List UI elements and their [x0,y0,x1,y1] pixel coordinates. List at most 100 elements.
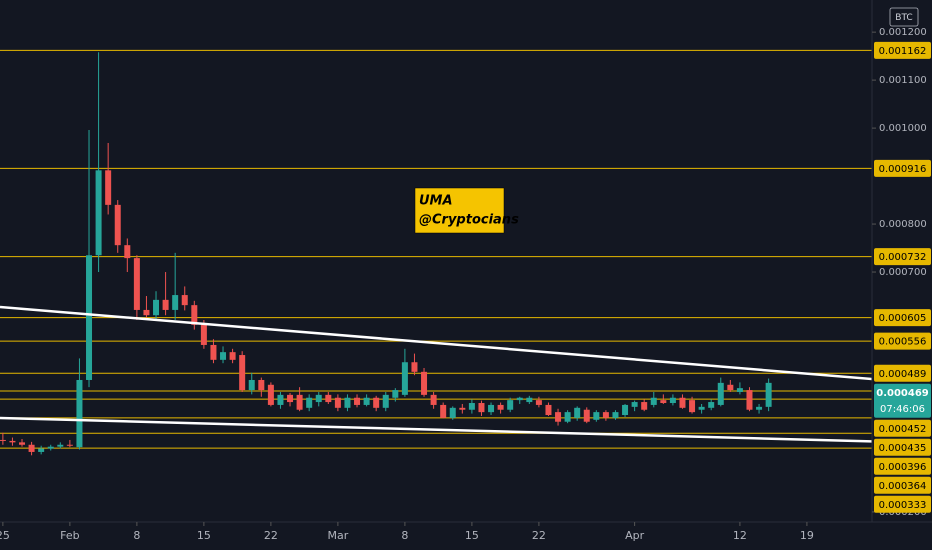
candle-body [382,394,389,408]
annotation-line: @Cryptocians [419,213,519,228]
y-tick-label: 0.001000 [879,123,927,134]
candle-body [698,406,705,410]
y-tick-label: 0.001200 [879,27,927,38]
candle-body [162,299,169,310]
level-label: 0.000732 [879,252,927,263]
x-tick-label: 12 [733,529,747,542]
candle-body [19,442,26,445]
candle-body [488,404,495,413]
candle-body [679,397,686,408]
level-label: 0.000489 [879,369,927,380]
candle-body [344,397,351,408]
candle-body [181,295,188,306]
candle-body [641,402,648,410]
x-tick-label: 22 [532,529,546,542]
candle-body [191,305,198,325]
candle-body [258,379,265,391]
candle-body [287,394,294,403]
candle-body [200,324,207,345]
candle-body [373,397,380,408]
candle-body [354,397,361,405]
candle-body [277,394,284,405]
candle-body [545,404,552,416]
candle-body [497,404,504,410]
candle-body [124,245,131,259]
currency: BTC [895,13,912,23]
countdown: 07:46:06 [880,404,925,415]
candle-body [57,444,64,447]
candle-body [631,402,638,407]
level-label: 0.000556 [879,337,927,348]
level-label: 0.000333 [879,500,927,511]
level-label-box [874,309,931,327]
candle-body [612,412,619,418]
current-price-box [874,383,931,418]
candle-body [392,390,399,398]
candle-body [248,379,255,391]
candle-body [756,406,763,410]
candle-body [95,170,102,256]
level-label-box [874,159,931,177]
x-tick-label: 8 [133,529,140,542]
candle-body [421,371,428,395]
candle-body [555,412,562,422]
candle-body [153,299,160,316]
candle-body [660,400,667,404]
candle-body [478,403,485,413]
candle-body [746,390,753,410]
y-tick-label: 0.001100 [879,75,927,86]
candle-body [220,352,227,360]
candle-body [593,412,600,420]
level-label-box [874,438,931,456]
candle-body [449,407,456,418]
x-tick-label: 19 [800,529,814,542]
candle-body [516,397,523,401]
candle-body [669,397,676,404]
candle-body [210,344,217,360]
level-label: 0.000435 [879,443,927,454]
level-label: 0.000396 [879,462,927,473]
candle-body [363,397,370,405]
x-tick-label: Feb [60,529,79,542]
trend-line [0,305,932,386]
candle-body [114,204,121,246]
x-tick-label: Apr [625,529,645,542]
candle-body [411,362,418,372]
candle-body [650,397,657,405]
trend-line [0,416,932,445]
candle-body [727,384,734,391]
x-tick-label: 15 [197,529,211,542]
level-label-box [874,364,931,382]
candle-body [9,440,16,443]
candle-body [602,412,609,418]
currency-box [889,7,919,27]
level-label-box [874,495,931,513]
candle-body [622,404,629,416]
level-label-box [874,41,931,59]
candle-body [459,407,466,410]
x-tick-label: 15 [465,529,479,542]
x-tick-label: Mar [328,529,349,542]
candle-body [133,258,140,310]
annotation-line: UMA [419,194,453,209]
candle-body [76,379,83,448]
level-label: 0.000364 [879,481,927,492]
candle-body [765,382,772,407]
candle-body [526,397,533,403]
candle-body [239,355,246,391]
candle-body [0,439,6,441]
candle-body [143,309,150,316]
x-tick-label: 8 [401,529,408,542]
candle-body [430,394,437,405]
candle-body [689,400,696,413]
candle-body [325,394,332,403]
candle-body [28,444,35,452]
y-tick-label: 0.000700 [879,267,927,278]
candle-body [574,407,581,418]
candle-body [38,448,45,452]
candle-body [708,402,715,408]
candle-body [717,382,724,405]
candle-body [66,444,73,446]
candle-body [315,394,322,403]
